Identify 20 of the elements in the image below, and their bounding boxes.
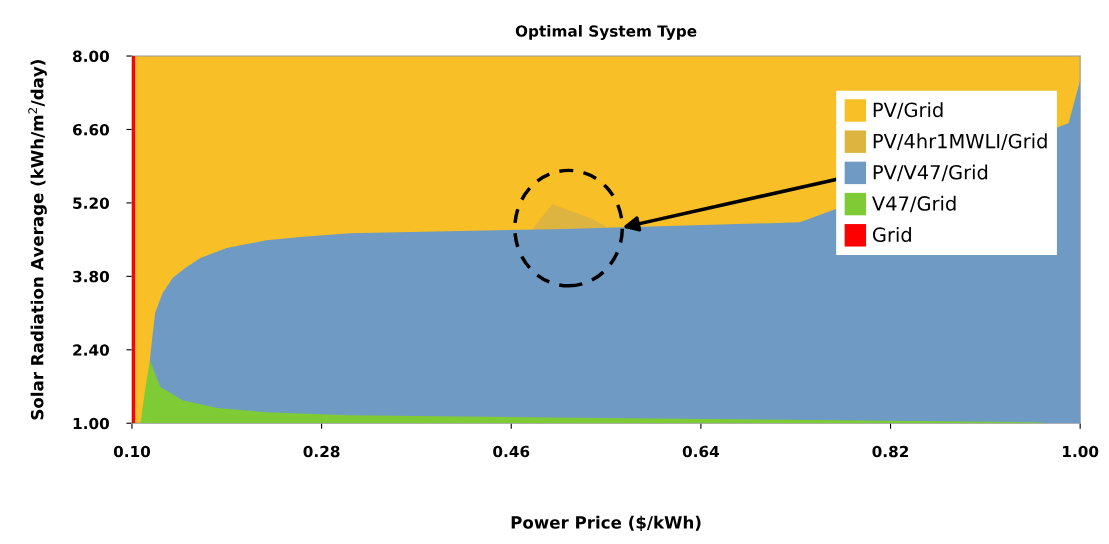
y-tick-label: 3.80 (73, 270, 110, 283)
legend-label: V47/Grid (872, 195, 956, 213)
legend-label: Grid (872, 226, 911, 243)
chart-title: Optimal System Type (515, 24, 697, 40)
x-tick-label: 0.64 (682, 445, 720, 458)
y-tick-label: 1.00 (73, 417, 110, 430)
legend-label: PV/4hr1MWLI/Grid (873, 133, 1047, 150)
y-tick-label: 8.00 (72, 50, 110, 63)
y-tick-label: 5.20 (73, 197, 110, 209)
legend-label: PV/V47/Grid (873, 164, 988, 182)
y-axis-title: Solar Radiation Average (kWh/m$^{2}$/day) (28, 60, 47, 420)
x-tick-label: 0.46 (493, 445, 530, 458)
x-tick-label: 0.82 (872, 445, 909, 458)
x-tick-label: 0.28 (303, 445, 340, 458)
x-axis-title: Power Price ($/kWh) (511, 515, 701, 531)
y-tick-label: 6.60 (73, 123, 110, 136)
legend-label: PV/Grid (873, 102, 943, 119)
x-tick-label: 0.10 (113, 445, 151, 458)
x-tick-label: 1.00 (1063, 445, 1099, 458)
y-tick-label: 2.40 (73, 344, 110, 356)
